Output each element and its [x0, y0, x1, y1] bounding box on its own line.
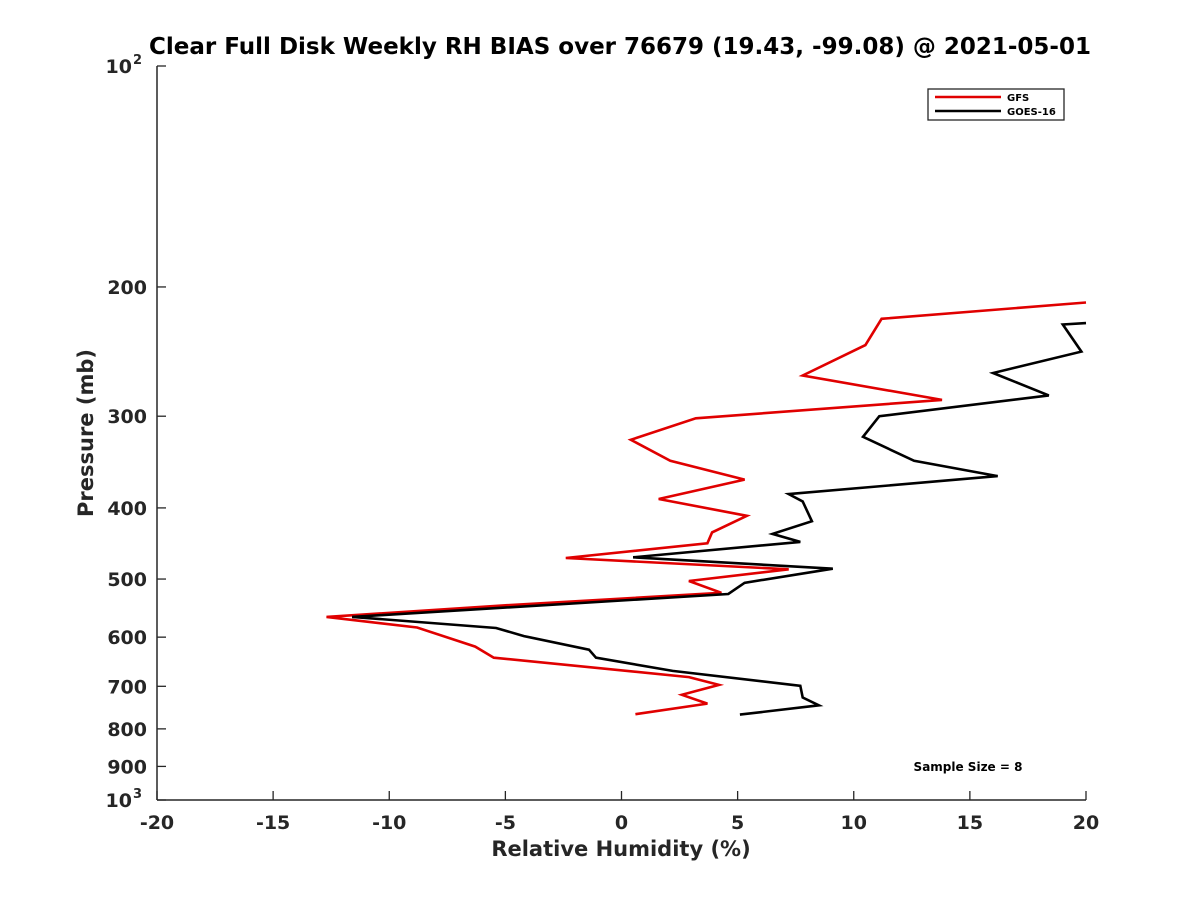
- y-tick-exponent: 2: [133, 53, 142, 68]
- legend-label-gfs: GFS: [1007, 93, 1029, 104]
- y-tick-label: 700: [107, 676, 147, 698]
- legend-box: [927, 88, 1065, 121]
- x-axis-ticks: -20 -15 -10 -5 0 5 10 15 20: [140, 791, 1099, 834]
- sample-size-annotation: Sample Size = 8: [914, 760, 1023, 774]
- series-line-gfs: [326, 301, 1087, 716]
- x-tick-label: 15: [957, 812, 983, 834]
- y-tick-label: 10: [106, 56, 132, 78]
- y-tick-label: 500: [107, 569, 147, 591]
- y-tick-label: 800: [107, 719, 147, 741]
- y-tick-label: 400: [107, 498, 147, 520]
- y-tick-label: 10: [106, 790, 132, 812]
- y-tick-exponent: 3: [133, 787, 142, 802]
- x-tick-label: -20: [140, 812, 174, 834]
- x-tick-label: 0: [615, 812, 628, 834]
- y-tick-label: 200: [107, 277, 147, 299]
- series-line-goes16: [352, 321, 1087, 716]
- legend: GFS GOES-16: [927, 88, 1065, 121]
- x-tick-label: -15: [256, 812, 290, 834]
- x-axis-label: Relative Humidity (%): [491, 837, 750, 861]
- legend-label-goes16: GOES-16: [1007, 107, 1056, 118]
- y-axis-label: Pressure (mb): [74, 349, 98, 517]
- x-tick-label: 20: [1073, 812, 1099, 834]
- y-tick-label: 900: [107, 756, 147, 778]
- x-tick-label: 5: [731, 812, 744, 834]
- y-tick-label: 300: [107, 406, 147, 428]
- x-tick-label: -10: [372, 812, 406, 834]
- series-lines: [326, 301, 1087, 716]
- x-tick-label: -5: [495, 812, 516, 834]
- chart-title: Clear Full Disk Weekly RH BIAS over 7667…: [149, 34, 1091, 60]
- axes: [156, 66, 1086, 801]
- y-tick-label: 600: [107, 627, 147, 649]
- x-tick-label: 10: [841, 812, 867, 834]
